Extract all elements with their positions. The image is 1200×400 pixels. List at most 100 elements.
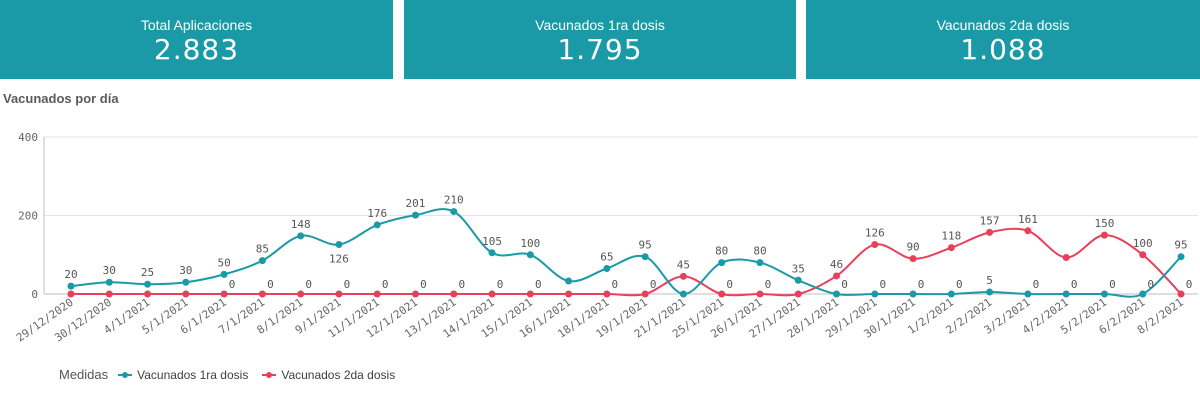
data-point-2 [144, 290, 152, 298]
data-label: 0 [956, 278, 963, 291]
data-point-2 [679, 272, 687, 280]
data-label: 46 [830, 258, 843, 271]
data-label: 35 [792, 262, 805, 275]
kpi-value: 2.883 [153, 33, 240, 66]
data-label: 100 [1133, 237, 1153, 250]
data-point-1 [986, 288, 994, 296]
data-point-2 [909, 255, 917, 263]
data-point-2 [833, 272, 841, 280]
data-point-1 [335, 241, 343, 249]
data-point-1 [373, 221, 381, 229]
kpi-vacunados-2da-dosis[interactable]: Vacunados 2da dosis 1.088 [806, 0, 1200, 79]
data-label: 0 [382, 278, 389, 291]
data-point-2 [1062, 253, 1070, 261]
data-label: 0 [1147, 278, 1154, 291]
data-point-1 [718, 259, 726, 267]
data-label: 0 [765, 278, 772, 291]
legend-label: Vacunados 1ra dosis [137, 367, 249, 382]
data-point-2 [986, 228, 994, 236]
data-label: 0 [841, 278, 848, 291]
data-point-2 [1024, 227, 1032, 235]
data-point-2 [718, 290, 726, 298]
data-label: 20 [64, 268, 77, 281]
data-point-2 [67, 290, 75, 298]
data-point-2 [641, 290, 649, 298]
data-point-1 [411, 211, 419, 219]
data-point-1 [488, 249, 496, 257]
data-point-2 [488, 290, 496, 298]
data-label: 0 [497, 278, 504, 291]
data-point-1 [833, 290, 841, 298]
data-label: 25 [141, 266, 154, 279]
data-label: 0 [229, 278, 236, 291]
legend-item-series1[interactable]: Vacunados 1ra dosis [118, 368, 248, 382]
data-point-1 [871, 290, 879, 298]
y-tick-label: 0 [31, 288, 38, 301]
data-point-1 [679, 290, 687, 298]
data-point-2 [565, 290, 573, 298]
data-point-2 [182, 290, 190, 298]
chart-legend[interactable]: Medidas Vacunados 1ra dosis Vacunados 2d… [59, 367, 409, 382]
data-label: 0 [1186, 278, 1193, 291]
data-label: 85 [256, 243, 269, 256]
data-point-2 [1177, 290, 1185, 298]
data-point-1 [297, 232, 305, 240]
data-point-1 [756, 259, 764, 267]
legend-title: Medidas [59, 367, 109, 382]
data-label: 30 [179, 264, 192, 277]
data-label: 157 [980, 214, 1000, 227]
data-point-1 [1062, 290, 1070, 298]
data-label: 0 [344, 278, 351, 291]
data-point-1 [1177, 253, 1185, 261]
data-point-1 [144, 280, 152, 288]
series-line-1 [70, 208, 1182, 298]
data-label: 126 [865, 227, 885, 240]
data-point-1 [258, 257, 266, 265]
data-point-1 [1139, 290, 1147, 298]
data-point-1 [67, 282, 75, 290]
data-point-2 [947, 244, 955, 252]
data-point-2 [794, 290, 802, 298]
data-label: 80 [753, 245, 766, 258]
data-point-1 [1024, 290, 1032, 298]
data-label: 126 [329, 253, 349, 266]
data-label: 0 [305, 278, 312, 291]
data-point-1 [182, 278, 190, 286]
kpi-total-aplicaciones[interactable]: Total Aplicaciones 2.883 [0, 0, 393, 79]
legend-item-series2[interactable]: Vacunados 2da dosis [262, 368, 395, 382]
data-label: 210 [444, 194, 464, 207]
data-point-2 [1100, 231, 1108, 239]
data-label: 30 [103, 264, 116, 277]
kpi-value: 1.088 [960, 33, 1046, 66]
kpi-vacunados-1ra-dosis[interactable]: Vacunados 1ra dosis 1.795 [404, 0, 796, 79]
data-point-2 [258, 290, 266, 298]
data-label: 118 [941, 230, 961, 243]
legend-label: Vacunados 2da dosis [281, 367, 396, 382]
data-label: 0 [1071, 278, 1078, 291]
data-point-1 [1100, 290, 1108, 298]
data-label: 0 [420, 278, 427, 291]
data-label: 80 [715, 245, 728, 258]
data-label: 90 [906, 241, 919, 254]
data-label: 201 [406, 197, 426, 210]
y-tick-label: 200 [18, 210, 38, 223]
data-label: 0 [726, 278, 733, 291]
data-point-2 [526, 290, 534, 298]
data-point-2 [220, 290, 228, 298]
data-label: 45 [677, 258, 690, 271]
data-point-1 [105, 278, 113, 286]
data-point-2 [1139, 251, 1147, 259]
data-label: 5 [986, 274, 993, 287]
data-point-1 [641, 253, 649, 261]
data-point-1 [220, 270, 228, 278]
data-point-2 [756, 290, 764, 298]
data-point-1 [794, 276, 802, 284]
data-point-2 [603, 290, 611, 298]
data-point-2 [373, 290, 381, 298]
kpi-title: Vacunados 1ra dosis [535, 17, 665, 33]
kpi-title: Vacunados 2da dosis [936, 17, 1070, 33]
data-label: 150 [1095, 217, 1115, 230]
data-label: 95 [1174, 239, 1187, 252]
data-point-1 [526, 251, 534, 259]
